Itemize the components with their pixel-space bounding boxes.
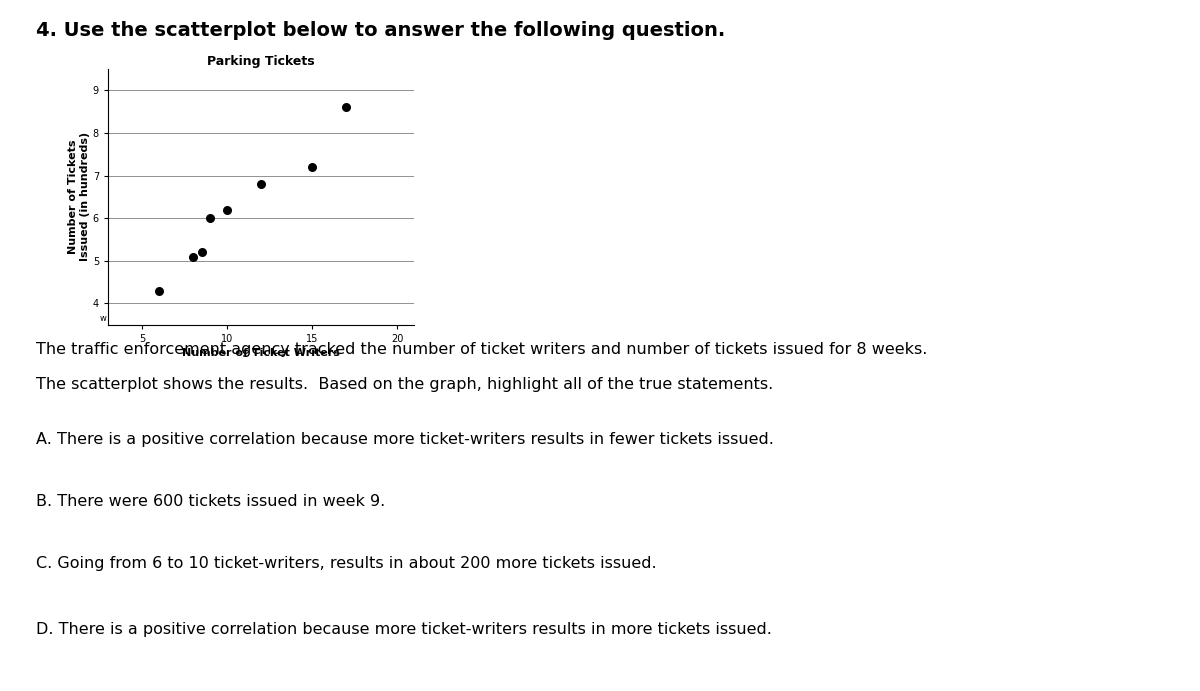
Text: A. There is a positive correlation because more ticket-writers results in fewer : A. There is a positive correlation becau… (36, 432, 774, 447)
Point (251, 179, 270, 190)
Text: The scatterplot shows the results.  Based on the graph, highlight all of the tru: The scatterplot shows the results. Based… (36, 377, 773, 392)
Text: D. There is a positive correlation because more ticket-writers results in more t: D. There is a positive correlation becau… (36, 622, 772, 637)
Point (184, 251, 203, 262)
Point (217, 205, 236, 216)
Title: Parking Tickets: Parking Tickets (208, 55, 314, 68)
Point (302, 162, 322, 173)
Point (149, 285, 168, 296)
Point (192, 247, 211, 258)
Point (200, 213, 220, 224)
Text: 4. Use the scatterplot below to answer the following question.: 4. Use the scatterplot below to answer t… (36, 21, 725, 39)
Text: w: w (100, 314, 107, 323)
Text: C. Going from 6 to 10 ticket-writers, results in about 200 more tickets issued.: C. Going from 6 to 10 ticket-writers, re… (36, 556, 656, 571)
X-axis label: Number of Ticket Writers: Number of Ticket Writers (182, 348, 340, 358)
Point (336, 102, 355, 113)
Text: The traffic enforcement agency tracked the number of ticket writers and number o: The traffic enforcement agency tracked t… (36, 342, 928, 357)
Text: B. There were 600 tickets issued in week 9.: B. There were 600 tickets issued in week… (36, 494, 385, 509)
Y-axis label: Number of Tickets
Issued (in hundreds): Number of Tickets Issued (in hundreds) (67, 133, 90, 261)
